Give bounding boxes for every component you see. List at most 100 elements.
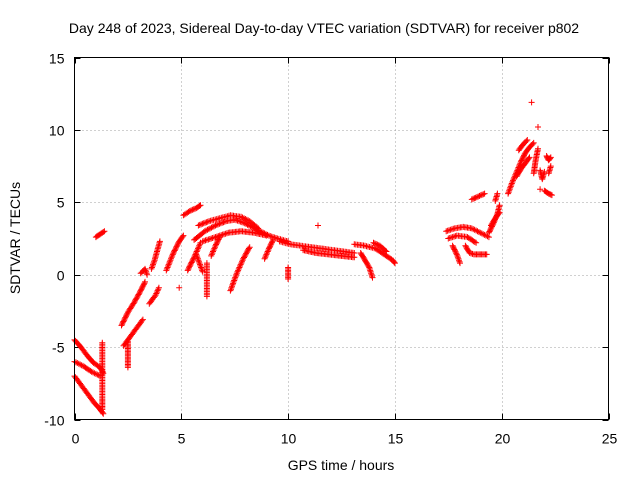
data-point xyxy=(269,238,276,245)
data-point xyxy=(270,236,277,243)
data-point xyxy=(238,213,245,220)
data-point xyxy=(237,263,243,269)
data-point xyxy=(203,293,210,300)
data-point xyxy=(526,154,533,161)
data-point xyxy=(263,251,270,258)
data-point xyxy=(475,193,482,200)
data-point xyxy=(196,242,203,249)
data-point xyxy=(204,226,211,233)
data-point xyxy=(537,186,544,193)
data-point xyxy=(156,238,163,245)
data-point xyxy=(371,240,378,247)
data-point xyxy=(123,313,129,320)
data-point xyxy=(155,284,162,291)
data-point xyxy=(134,294,141,301)
data-point xyxy=(77,361,84,368)
data-point xyxy=(484,233,491,240)
data-point xyxy=(246,244,253,251)
data-point xyxy=(163,265,170,272)
data-point xyxy=(480,191,487,198)
data-point xyxy=(468,196,475,203)
data-point xyxy=(548,192,555,199)
data-point xyxy=(136,290,143,297)
data-point xyxy=(176,284,183,291)
data-point xyxy=(510,176,517,183)
data-point xyxy=(369,274,376,281)
data-point xyxy=(474,228,481,235)
data-point xyxy=(480,231,487,238)
data-point xyxy=(169,251,176,258)
data-point xyxy=(141,280,148,287)
data-point xyxy=(495,210,502,217)
data-point xyxy=(196,202,203,209)
data-point xyxy=(523,138,530,145)
data-point xyxy=(525,155,532,162)
data-point xyxy=(496,202,503,209)
x-tick-label: 0 xyxy=(72,431,80,447)
data-point xyxy=(190,206,197,213)
data-point xyxy=(473,239,480,246)
data-point xyxy=(507,184,514,191)
data-point xyxy=(198,221,205,228)
data-point xyxy=(139,316,146,323)
data-point xyxy=(122,314,129,321)
data-point xyxy=(168,254,175,261)
data-point xyxy=(188,207,195,214)
data-point xyxy=(119,319,126,326)
data-point xyxy=(193,251,200,258)
data-point xyxy=(173,243,180,250)
data-point xyxy=(150,260,157,267)
data-point xyxy=(165,263,172,269)
data-point xyxy=(171,248,177,255)
data-point xyxy=(383,248,390,255)
data-point xyxy=(235,265,242,272)
y-tick-label: 10 xyxy=(49,123,65,139)
data-point xyxy=(174,241,181,247)
data-point xyxy=(453,250,460,257)
data-point xyxy=(263,232,270,239)
data-point xyxy=(528,99,535,106)
data-point xyxy=(204,218,211,225)
data-point xyxy=(208,224,215,231)
data-point xyxy=(180,232,187,239)
axes xyxy=(74,57,610,421)
data-point xyxy=(99,406,106,413)
data-point xyxy=(473,194,480,201)
data-point xyxy=(120,318,127,325)
data-point xyxy=(547,155,554,162)
data-point xyxy=(170,250,177,257)
data-point xyxy=(124,310,131,317)
data-point xyxy=(123,312,130,318)
data-point xyxy=(391,260,398,267)
data-point xyxy=(167,257,174,264)
data-point xyxy=(210,248,216,255)
data-point xyxy=(242,251,249,258)
x-tick-label: 20 xyxy=(495,431,511,447)
data-point xyxy=(211,245,218,252)
data-point xyxy=(475,229,482,235)
data-point xyxy=(189,258,196,265)
data-point xyxy=(468,225,475,232)
data-point xyxy=(230,278,237,285)
data-point xyxy=(134,292,141,299)
data-point xyxy=(187,262,194,269)
data-point xyxy=(457,260,463,267)
data-point xyxy=(241,254,247,261)
data-point xyxy=(238,260,245,267)
data-point xyxy=(241,220,248,227)
y-tick-label: -5 xyxy=(52,340,65,356)
data-point xyxy=(365,263,372,270)
data-point xyxy=(471,239,478,245)
data-point xyxy=(245,245,252,252)
data-point xyxy=(142,278,148,285)
x-axis-label: GPS time / hours xyxy=(288,457,395,473)
data-point xyxy=(195,245,201,252)
data-point xyxy=(472,194,479,201)
data-point xyxy=(455,255,462,262)
data-point xyxy=(186,264,192,271)
data-point xyxy=(100,410,107,417)
data-point xyxy=(196,260,203,267)
data-point xyxy=(211,223,218,230)
data-point xyxy=(262,254,269,261)
